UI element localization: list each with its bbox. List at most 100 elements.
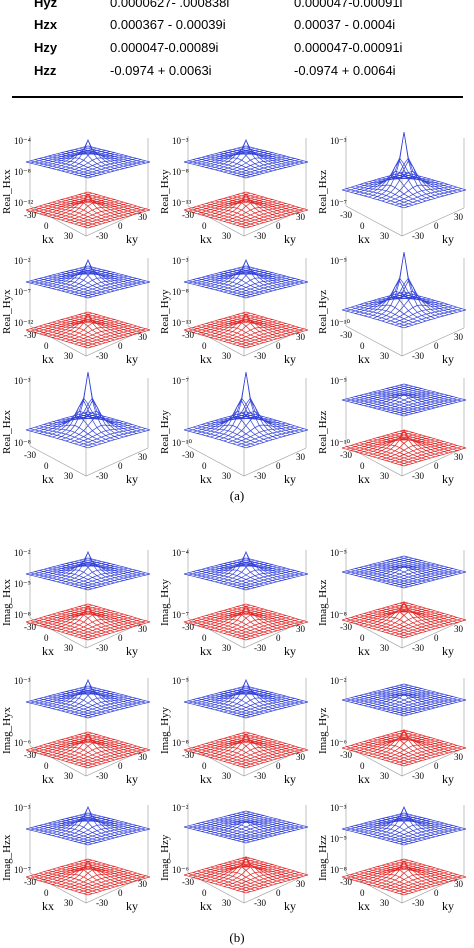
- kx-axis-label: kx: [358, 352, 370, 366]
- z-axis-label: Real_Hxx: [1, 169, 13, 214]
- ky-tick-label: 0: [276, 761, 281, 771]
- z-tick-label: 10⁻⁵: [330, 834, 347, 844]
- surface-plot-canvas: [183, 256, 309, 357]
- ky-axis-label: ky: [126, 352, 138, 366]
- kx-tick-label: -30: [24, 877, 36, 887]
- ky-tick-label: -30: [96, 643, 108, 653]
- z-tick-label: 10⁻⁸: [330, 610, 347, 620]
- kx-tick-label: 0: [202, 761, 207, 771]
- kx-axis-label: kx: [358, 644, 370, 658]
- ky-tick-label: 0: [276, 888, 281, 898]
- ky-axis-label: ky: [284, 644, 296, 658]
- surface-plot-canvas: [341, 131, 467, 237]
- kx-axis-label: kx: [358, 472, 370, 486]
- surface-plot-canvas: [25, 676, 151, 777]
- cell-value: -0.0974 + 0.0063i: [110, 63, 212, 78]
- ky-tick-label: 0: [276, 633, 281, 643]
- ky-tick-label: 0: [118, 461, 123, 471]
- z-axis-label: Real_Hzy: [159, 410, 171, 454]
- kx-tick-label: 30: [222, 351, 231, 361]
- ky-axis-label: ky: [284, 232, 296, 246]
- ky-tick-label: -30: [96, 471, 108, 481]
- plot-box-frame: [187, 548, 307, 649]
- surface-plot-canvas: [25, 136, 151, 237]
- kx-tick-label: 0: [44, 633, 49, 643]
- surface-plot: Imag_Hyy 10⁻⁵ 10⁻⁸ -30 0 30 -30 0 30 kx ky: [158, 668, 316, 786]
- z-axis-label: Imag_Hzz: [317, 835, 329, 881]
- kx-tick-label: 30: [380, 898, 389, 908]
- surface-plot: Real_Hyy 10⁻³ 10⁻⁸ 10⁻¹³ -30 0 30 -30 0 30 kx ky: [158, 248, 316, 366]
- surface-plot-canvas: [341, 251, 467, 357]
- kx-tick-label: 0: [360, 888, 365, 898]
- ky-axis-label: ky: [126, 899, 138, 913]
- ky-tick-label: 30: [454, 212, 463, 222]
- ky-tick-label: 0: [118, 341, 123, 351]
- surface-plot: Imag_Hxz 10⁻⁵ 10⁻⁸ -30 0 30 -30 0 30 kx ky: [316, 540, 474, 658]
- blue-surface: [341, 555, 467, 589]
- surface-plot-canvas: [25, 803, 151, 904]
- z-tick-label: 10⁻²: [172, 803, 189, 813]
- ky-tick-label: 0: [434, 761, 439, 771]
- ky-axis-label: ky: [442, 772, 454, 786]
- red-surface: [183, 311, 309, 349]
- ky-tick-label: -30: [96, 771, 108, 781]
- cell-value: 0.00037 - 0.0004i: [294, 17, 396, 32]
- z-tick-label: 10⁻⁵: [330, 548, 347, 558]
- blue-surface: [341, 806, 467, 846]
- kx-tick-label: -30: [182, 330, 194, 340]
- kx-tick-label: -30: [24, 750, 36, 760]
- surface-plot-canvas: [25, 548, 151, 649]
- kx-tick-label: -30: [340, 622, 352, 632]
- z-axis-label: Imag_Hxx: [1, 578, 13, 626]
- surface-plot-canvas: [183, 548, 309, 649]
- cell-value: 0.000047-0.00091i: [294, 0, 403, 10]
- ky-tick-label: 0: [434, 341, 439, 351]
- z-tick-label: 10⁻¹³: [172, 318, 192, 328]
- kx-axis-label: kx: [42, 352, 54, 366]
- row-label: Hzz: [34, 63, 57, 78]
- ky-tick-label: 0: [434, 461, 439, 471]
- z-tick-label: 10⁻⁶: [172, 865, 189, 875]
- z-tick-label: 10⁻¹⁰: [172, 438, 193, 448]
- ky-axis-label: ky: [442, 352, 454, 366]
- red-surface: [341, 858, 467, 896]
- kx-tick-label: -30: [340, 210, 352, 220]
- ky-tick-label: -30: [96, 231, 108, 241]
- z-tick-label: 10⁻²: [14, 256, 31, 266]
- ky-axis-label: ky: [284, 352, 296, 366]
- surface-plot: Real_Hxz 10⁻³ 10⁻⁷ -30 0 30 -30 0 30 kx ky: [316, 128, 474, 246]
- kx-tick-label: 30: [222, 771, 231, 781]
- row-label: Hyz: [34, 0, 58, 10]
- z-axis-label: Imag_Hxy: [159, 578, 171, 626]
- z-tick-label: 10⁻⁷: [14, 287, 31, 297]
- plot-box-frame: [187, 803, 307, 904]
- ky-tick-label: 0: [434, 633, 439, 643]
- z-tick-label: 10⁻²: [14, 548, 31, 558]
- surface-plot-canvas: [183, 136, 309, 237]
- ky-tick-label: 30: [454, 752, 463, 762]
- plot-box-frame: [29, 256, 149, 357]
- blue-surface: [183, 371, 309, 449]
- kx-axis-label: kx: [200, 352, 212, 366]
- plot-box-frame: [187, 376, 307, 477]
- kx-tick-label: 30: [64, 471, 73, 481]
- kx-axis-label: kx: [200, 232, 212, 246]
- kx-tick-label: 0: [360, 341, 365, 351]
- ky-tick-label: 30: [296, 332, 305, 342]
- z-tick-label: 10⁻¹³: [172, 198, 192, 208]
- z-tick-label: 10⁻³: [14, 676, 31, 686]
- z-tick-label: 10⁻⁸: [14, 167, 31, 177]
- surface-plot: Imag_Hzz 10⁻³ 10⁻⁵ 10⁻⁸ -30 0 30 -30 0 30 kx ky: [316, 795, 474, 913]
- ky-tick-label: -30: [412, 771, 424, 781]
- kx-tick-label: 30: [380, 231, 389, 241]
- kx-axis-label: kx: [200, 772, 212, 786]
- surface-plot: Real_Hyx 10⁻² 10⁻⁷ 10⁻¹² -30 0 30 -30 0 30 kx ky: [0, 248, 158, 366]
- ky-tick-label: 0: [118, 633, 123, 643]
- surface-plot: Imag_Hxy 10⁻⁴ 10⁻⁷ -30 0 30 -30 0 30 kx ky: [158, 540, 316, 658]
- ky-tick-label: -30: [412, 351, 424, 361]
- ky-tick-label: 30: [138, 452, 147, 462]
- kx-axis-label: kx: [42, 472, 54, 486]
- z-tick-label: 10⁻⁶: [14, 738, 31, 748]
- plot-box-frame: [29, 676, 149, 777]
- cell-value: 0.0000627- .000838i: [110, 0, 230, 10]
